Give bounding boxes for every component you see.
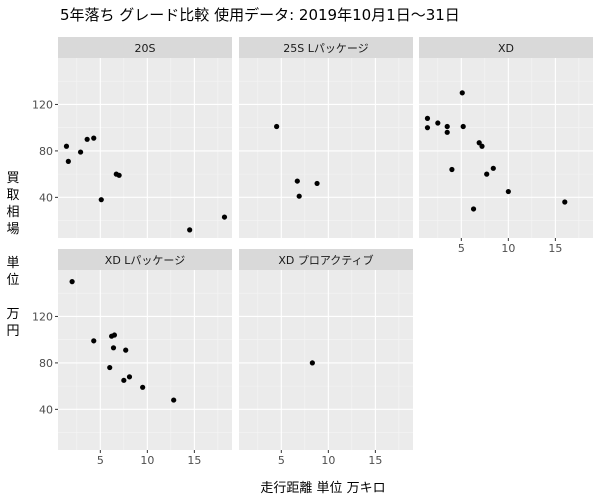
x-axis-label: 走行距離 単位 万キロ — [260, 481, 386, 496]
data-point — [562, 199, 568, 205]
data-point — [505, 188, 511, 195]
facet-panel: XD 5 10 15 — [419, 37, 593, 255]
facet-strip-label: 25S Lパッケージ — [283, 42, 368, 55]
data-point — [470, 206, 477, 212]
panel-background — [58, 270, 232, 450]
data-point — [77, 149, 84, 155]
data-point — [459, 90, 465, 96]
data-point — [449, 166, 455, 173]
data-point — [116, 172, 122, 178]
data-point — [479, 143, 485, 149]
x-tick-label: 15 — [187, 454, 201, 467]
y-axis-label: 買取相場 単位 万円 — [2, 170, 24, 340]
data-point — [444, 129, 450, 135]
x-tick-label: 5 — [458, 242, 465, 255]
data-point — [110, 345, 117, 351]
data-point — [63, 143, 70, 149]
y-axis-label-char: 場 — [6, 222, 20, 237]
facet-strip — [239, 249, 413, 270]
chart-title: 5年落ち グレード比較 使用データ: 2019年10月1日～31日 — [60, 6, 460, 24]
data-point — [484, 171, 490, 177]
facet-strip — [58, 37, 232, 58]
data-point — [296, 193, 302, 199]
y-axis-label-char: 円 — [6, 324, 20, 339]
data-point — [221, 214, 228, 220]
x-tick-label: 5 — [97, 454, 104, 467]
panel-background — [239, 58, 413, 238]
facet-strip-label: XD Lパッケージ — [105, 254, 185, 267]
facet-panel: 25S Lパッケージ — [239, 37, 413, 238]
facet-strip-label: XD プロアクティブ — [278, 253, 373, 267]
y-tick-label: 120 — [32, 310, 53, 323]
x-tick-label: 10 — [321, 454, 335, 467]
y-tick-label: 40 — [39, 403, 53, 416]
y-axis-label-char: 単 — [6, 256, 20, 271]
data-point — [84, 136, 90, 142]
data-point — [91, 338, 97, 344]
data-point — [476, 140, 482, 146]
data-point — [98, 197, 104, 203]
data-point — [294, 178, 300, 184]
data-point — [274, 123, 280, 130]
facet-panel: XD Lパッケージ 40 80 120 5 10 15 — [32, 249, 232, 467]
data-point — [123, 347, 129, 353]
facet-panel: XD プロアクティブ 5 10 15 — [239, 249, 413, 467]
y-tick-label: 120 — [32, 98, 53, 111]
data-point — [187, 227, 193, 233]
y-axis-label-char: 万 — [6, 307, 20, 322]
y-axis-label-char: 買 — [6, 171, 20, 186]
x-tick-label: 15 — [368, 454, 382, 467]
x-tick-label: 10 — [501, 242, 515, 255]
data-point — [309, 360, 315, 366]
data-point — [424, 125, 431, 131]
facet-panel: 20S 40 80 120 — [32, 37, 232, 238]
data-point — [460, 123, 466, 130]
data-point — [444, 123, 450, 130]
panel-background — [419, 58, 593, 238]
data-point — [91, 135, 97, 141]
data-point — [65, 158, 71, 164]
data-point — [490, 165, 496, 171]
facet-strip-label: XD — [498, 42, 514, 55]
panel-background — [58, 58, 232, 238]
data-point — [435, 120, 441, 126]
x-tick-label: 10 — [140, 454, 154, 467]
data-point — [424, 115, 431, 121]
y-axis-label-char: 相 — [6, 205, 20, 220]
y-tick-label: 80 — [39, 145, 53, 158]
data-point — [69, 279, 75, 285]
y-axis-label-char: 位 — [6, 273, 20, 288]
data-point — [111, 332, 118, 338]
data-point — [121, 377, 127, 383]
data-point — [126, 374, 133, 380]
facet-strip — [419, 37, 593, 58]
y-tick-label: 80 — [39, 357, 53, 370]
panel-background — [239, 270, 413, 450]
data-point — [140, 384, 146, 390]
y-axis-label-char: 取 — [6, 188, 20, 203]
data-point — [171, 397, 177, 403]
x-tick-label: 5 — [278, 454, 285, 467]
facet-strip — [239, 37, 413, 58]
data-point — [314, 180, 320, 187]
y-tick-label: 40 — [39, 191, 53, 204]
facet-strip-label: 20S — [135, 42, 156, 55]
facet-strip — [58, 249, 232, 270]
x-tick-label: 15 — [548, 242, 562, 255]
data-point — [107, 364, 113, 371]
